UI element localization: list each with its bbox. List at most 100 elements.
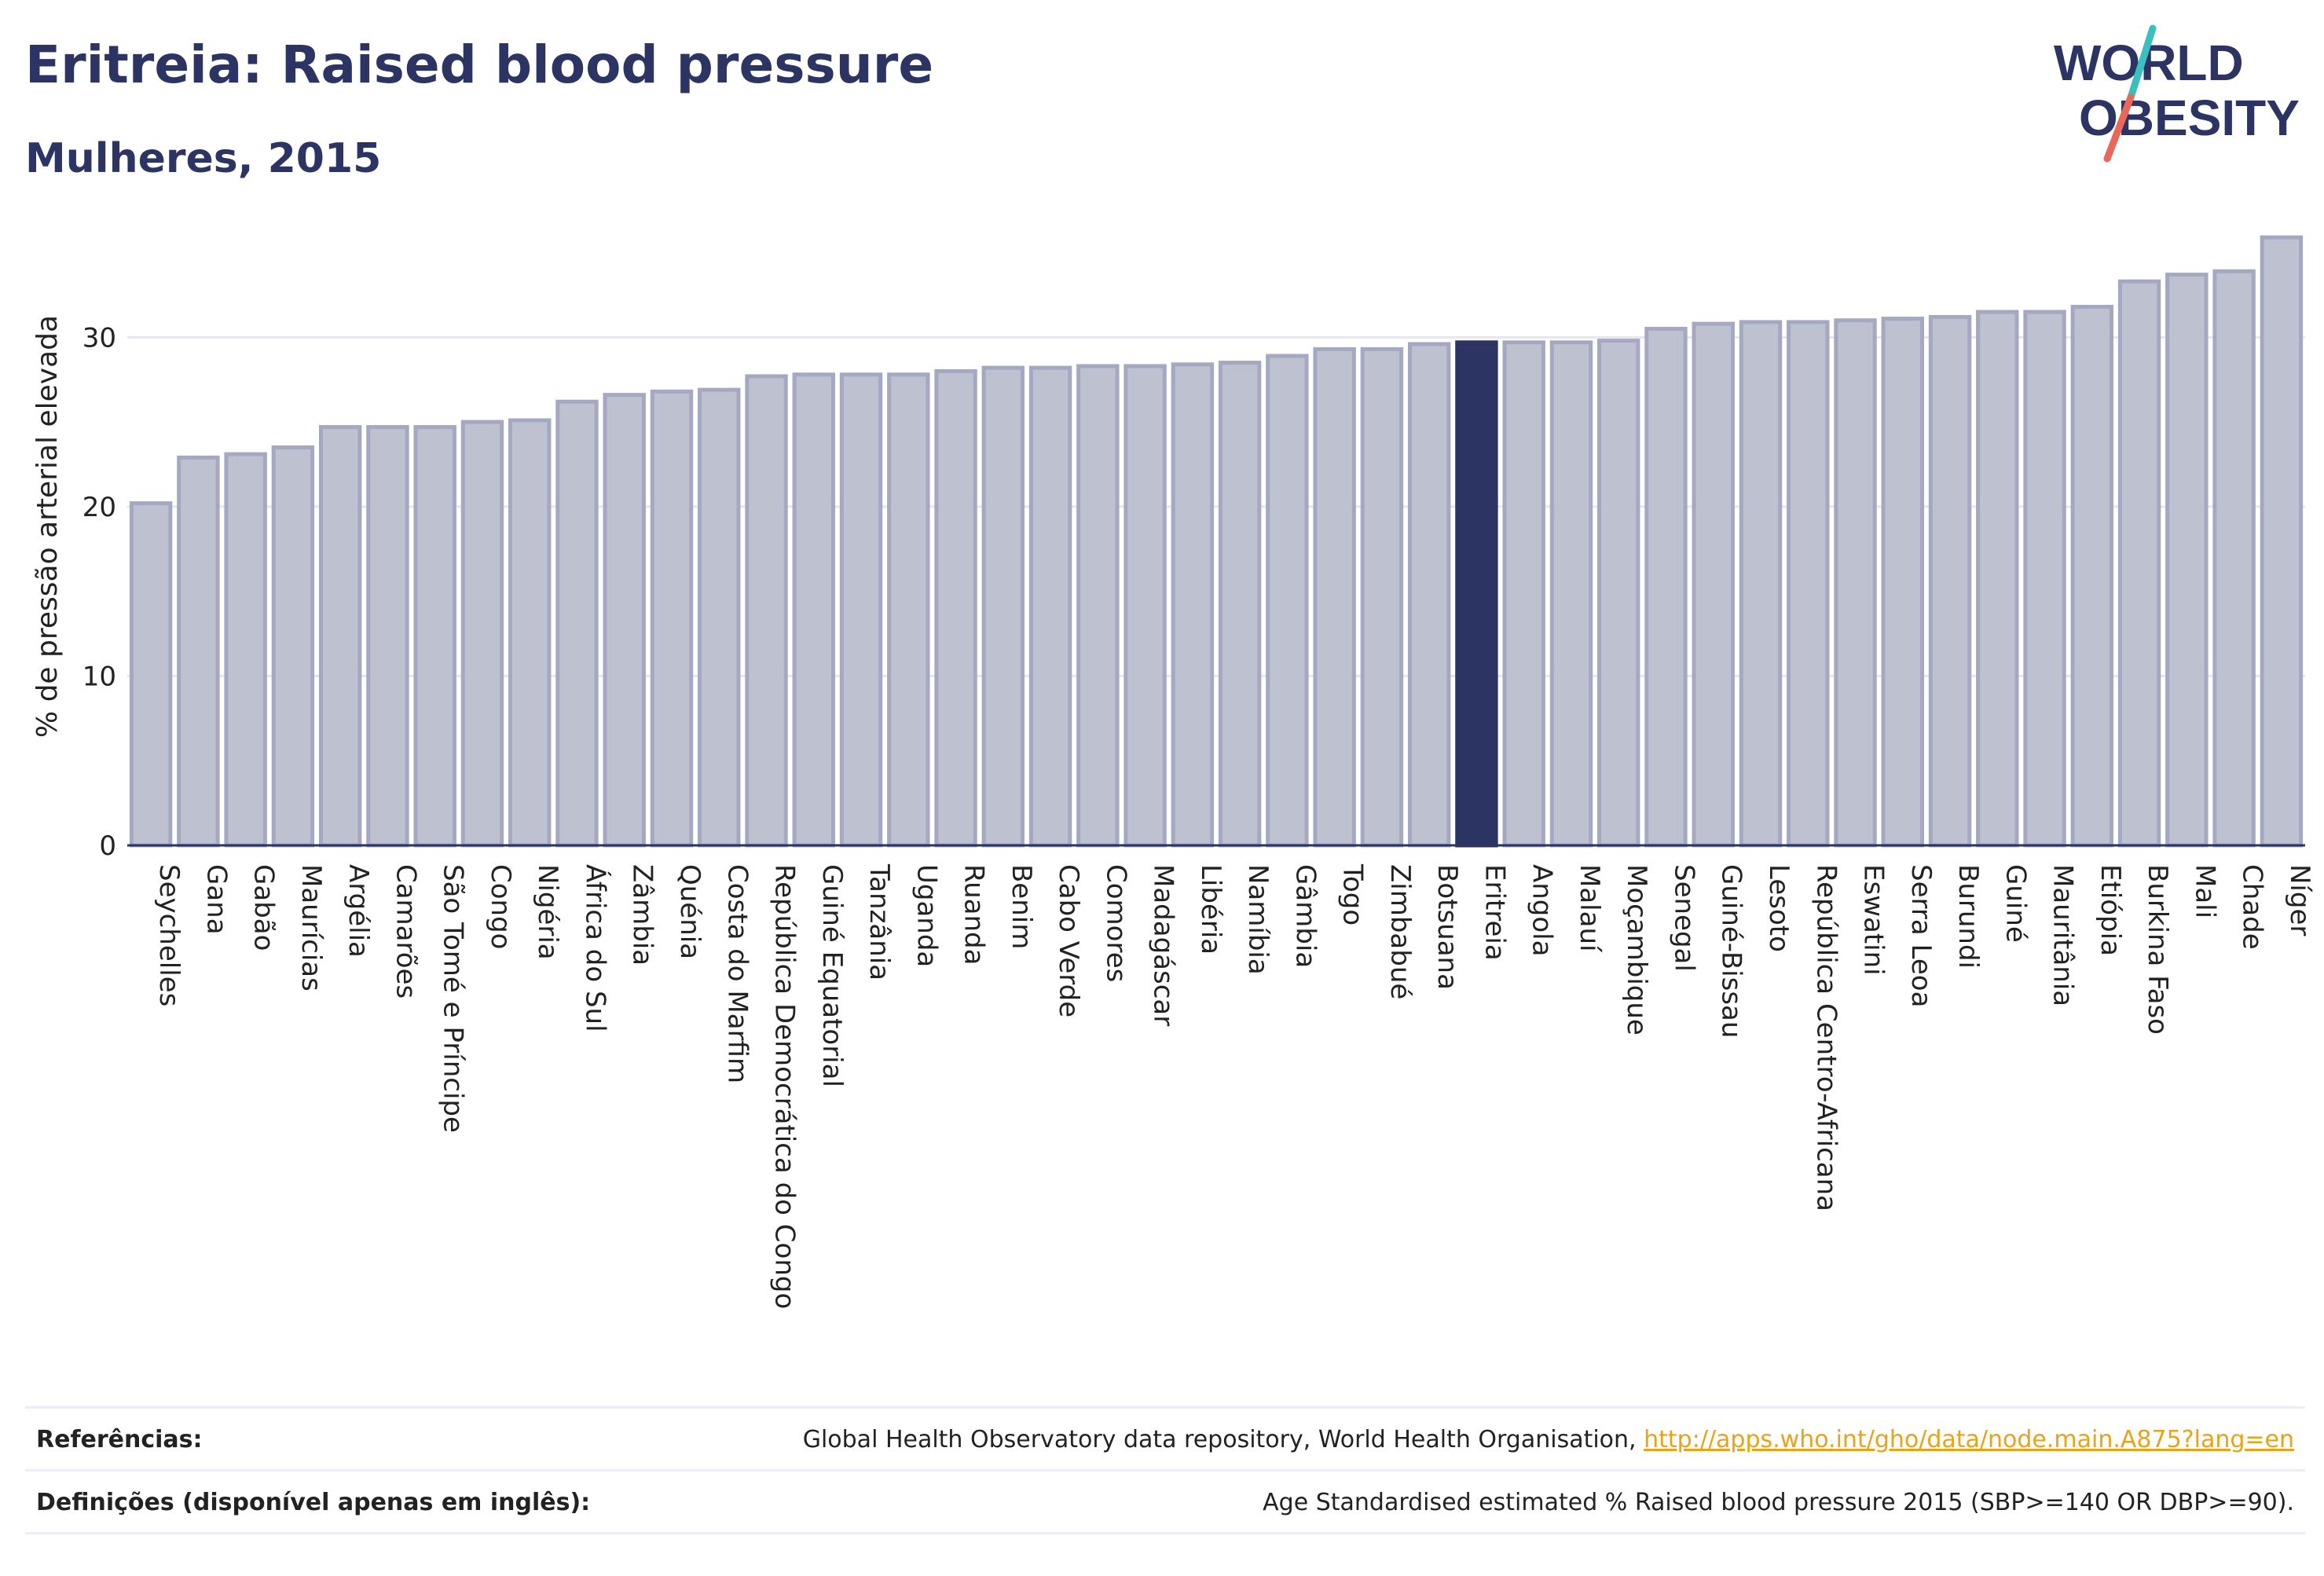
y-tick-labels: 0 10 20 30 [82, 322, 116, 862]
bar[interactable] [2260, 235, 2304, 848]
bar[interactable] [413, 425, 456, 848]
x-tick-label: Zâmbia [627, 864, 658, 966]
x-tick-label: Namíbia [1242, 864, 1274, 975]
bar[interactable] [1124, 364, 1167, 848]
bar[interactable] [460, 420, 504, 848]
bar[interactable] [981, 365, 1025, 848]
logo-slash-top [2127, 24, 2157, 101]
definitions-label: Definições (disponível apenas em inglês)… [36, 1489, 591, 1516]
x-tick-label: Senegal [1668, 864, 1699, 972]
bar[interactable] [318, 425, 362, 848]
x-tick-label: Eswatini [1858, 864, 1890, 976]
bar[interactable] [2023, 310, 2066, 848]
bar[interactable] [1218, 361, 1262, 848]
x-tick-label: Costa do Marfim [721, 864, 753, 1083]
x-tick-label: Quénia [674, 864, 706, 959]
bar[interactable] [887, 372, 930, 848]
bar[interactable] [792, 372, 835, 848]
bar[interactable] [1692, 321, 1735, 848]
bar[interactable] [1739, 320, 1783, 848]
references-label: Referências: [36, 1426, 203, 1453]
bar[interactable] [650, 389, 694, 848]
chart-title: Eritreia: Raised blood pressure [25, 35, 934, 95]
bar[interactable] [745, 374, 788, 848]
bar[interactable] [1407, 342, 1451, 848]
bar[interactable] [698, 387, 741, 848]
x-tick-label: Lesoto [1763, 864, 1794, 952]
x-tick-label: Gabão [248, 864, 280, 951]
x-tick-label: Benim [1006, 864, 1037, 949]
bar[interactable] [1597, 339, 1640, 848]
bar[interactable] [1502, 340, 1545, 848]
bar[interactable] [508, 418, 552, 848]
x-tick-label: Uganda [911, 864, 942, 967]
y-tick-label: 20 [82, 492, 116, 523]
bar[interactable] [1644, 327, 1688, 848]
bar[interactable] [1787, 320, 1830, 848]
bar[interactable] [2070, 305, 2114, 848]
bar[interactable] [1928, 314, 1972, 848]
bar-layer [129, 235, 2304, 848]
logo-slash-bottom [2103, 93, 2135, 163]
x-tick-label: Comores [1100, 864, 1131, 982]
x-tick-label: Congo [485, 864, 516, 949]
x-tick-label: Mali [2189, 864, 2220, 918]
bar[interactable] [934, 368, 977, 848]
bar-highlighted[interactable] [1455, 340, 1498, 848]
bar[interactable] [1171, 362, 1215, 848]
y-axis-label: % de pressão arterial elevada [31, 315, 64, 738]
bar[interactable] [129, 501, 173, 848]
x-tick-label: Cabo Verde [1053, 864, 1084, 1017]
x-tick-label: Malauí [1574, 864, 1605, 953]
bar[interactable] [2117, 279, 2161, 848]
bar[interactable] [366, 425, 409, 848]
x-tick-label: Guiné-Bissau [1716, 864, 1747, 1038]
references-link[interactable]: http://apps.who.int/gho/data/node.main.A… [1644, 1426, 2294, 1453]
bar[interactable] [1549, 340, 1593, 848]
x-tick-label: Nigéria [532, 864, 563, 960]
x-tick-label: Chade [2237, 864, 2268, 950]
x-tick-label: Tanzânia [863, 863, 895, 980]
x-tick-label: Eritreia [1479, 864, 1510, 961]
bar[interactable] [2165, 273, 2209, 848]
definitions-row: Definições (disponível apenas em inglês)… [25, 1469, 2305, 1534]
x-tick-label: Libéria [1195, 864, 1226, 955]
x-tick-label: Zimbabué [1384, 864, 1416, 999]
bar[interactable] [2212, 269, 2256, 848]
bar[interactable] [1313, 346, 1356, 848]
bar[interactable] [1266, 354, 1309, 848]
bar[interactable] [555, 399, 599, 848]
x-tick-label: São Tomé e Príncipe [438, 864, 469, 1133]
bar-chart: 0 10 20 30 Seychelles Gana Gabão Maurícias Argé… [31, 235, 2315, 1309]
world-obesity-logo: WORLD OBESITY [2054, 24, 2300, 163]
x-tick-label: Argélia [343, 864, 374, 958]
x-tick-label: Mauritânia [2047, 864, 2079, 1006]
bar[interactable] [603, 393, 646, 848]
bar[interactable] [271, 445, 315, 848]
x-tick-label: Gana [200, 864, 232, 935]
bar[interactable] [1976, 310, 2019, 848]
bar[interactable] [1076, 364, 1120, 848]
bar[interactable] [1360, 346, 1404, 848]
x-tick-label: República Democrática do Congo [769, 864, 801, 1309]
bar[interactable] [1834, 318, 1877, 848]
x-tick-label: Botsuana [1431, 864, 1463, 990]
bar[interactable] [1028, 365, 1072, 848]
references-value: Global Health Observatory data repositor… [803, 1426, 2294, 1453]
bar[interactable] [224, 452, 267, 848]
y-tick-label: 10 [82, 661, 116, 692]
x-tick-label: África do Sul [579, 864, 611, 1032]
bar[interactable] [177, 455, 220, 848]
x-tick-label: Gâmbia [1289, 864, 1321, 968]
x-tick-label: Guiné Equatorial [816, 864, 848, 1087]
bar[interactable] [1881, 317, 1924, 848]
x-tick-label: Madagáscar [1148, 864, 1179, 1026]
references-row: Referências: Global Health Observatory d… [25, 1406, 2305, 1472]
x-tick-label: Camarões [390, 864, 421, 999]
bar[interactable] [839, 372, 883, 848]
x-tick-label: Moçambique [1621, 864, 1652, 1035]
references-text: Global Health Observatory data repositor… [802, 1426, 1637, 1453]
x-tick-label: Angola [1527, 864, 1558, 956]
x-tick-label: Burkina Faso [2142, 864, 2173, 1035]
definitions-value: Age Standardised estimated % Raised bloo… [1263, 1489, 2294, 1516]
